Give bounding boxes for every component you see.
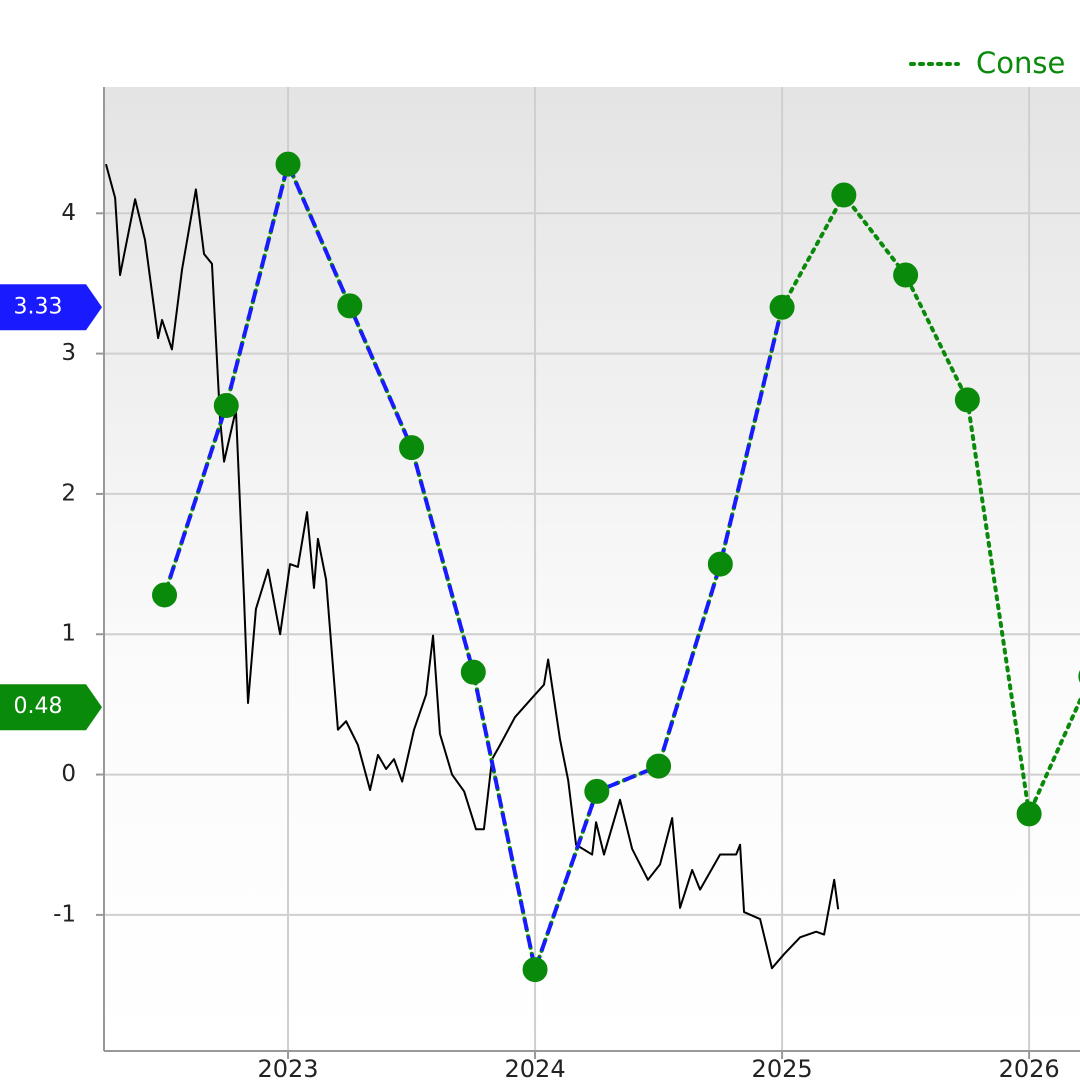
data-point [646, 753, 672, 779]
data-point [831, 182, 857, 208]
data-point [152, 582, 178, 608]
y-tick-label: 1 [61, 621, 76, 647]
y-tick-label: 3 [61, 340, 76, 366]
data-point [213, 393, 239, 419]
x-tick-label: 2026 [999, 1055, 1060, 1080]
data-point [275, 151, 301, 177]
value-flag [0, 684, 102, 731]
x-tick-label: 2023 [257, 1055, 318, 1080]
x-tick-label: 2025 [752, 1055, 813, 1080]
data-point [337, 293, 363, 319]
data-point [954, 387, 980, 413]
data-point [1016, 801, 1042, 827]
legend-label: Conse [976, 46, 1065, 80]
data-point [522, 957, 548, 983]
data-point [769, 294, 795, 320]
data-point [584, 778, 610, 804]
value-flag [0, 284, 102, 331]
plot-area [104, 87, 1080, 1051]
y-tick-label: 2 [61, 480, 76, 506]
data-point [707, 551, 733, 577]
value-flag-label: 0.48 [14, 694, 63, 719]
data-point [893, 262, 919, 288]
data-point [399, 435, 425, 461]
value-flag-label: 3.33 [14, 294, 63, 319]
plot-layer [105, 151, 1080, 983]
x-tick-label: 2024 [505, 1055, 566, 1080]
series-line [105, 163, 840, 970]
y-tick-label: -1 [53, 901, 76, 927]
y-tick-label: 4 [61, 200, 76, 226]
y-tick-label: 0 [61, 761, 76, 787]
data-point [460, 659, 486, 685]
